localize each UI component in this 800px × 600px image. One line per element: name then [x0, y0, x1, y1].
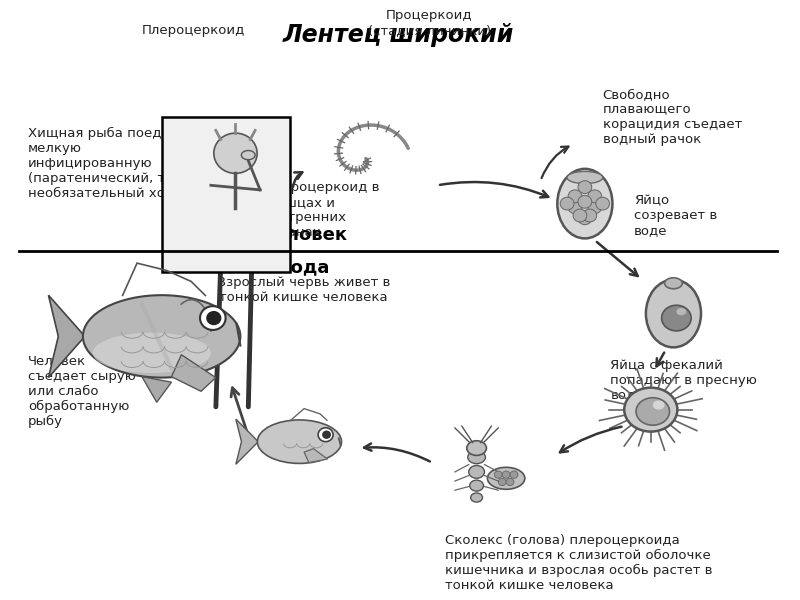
Text: Яйцо
созревает в
воде: Яйцо созревает в воде: [634, 194, 718, 237]
Ellipse shape: [558, 169, 613, 238]
Ellipse shape: [258, 420, 342, 463]
Text: Плероцеркоид: Плероцеркоид: [142, 24, 245, 37]
Text: Хищная рыба поедает
мелкую
инфицированную
(паратенический, т.е.
необязательный х: Хищная рыба поедает мелкую инфицированну…: [28, 127, 202, 200]
Text: Сколекс (голова) плероцеркоида
прикрепляется к слизистой оболочке
кишечника и вз: Сколекс (голова) плероцеркоида прикрепля…: [445, 534, 713, 592]
Circle shape: [207, 311, 221, 325]
Ellipse shape: [83, 295, 240, 377]
Circle shape: [568, 201, 582, 214]
Ellipse shape: [468, 451, 486, 464]
Text: Яйца с фекалий
попадают в пресную
воду: Яйца с фекалий попадают в пресную воду: [610, 359, 758, 402]
Ellipse shape: [624, 388, 678, 431]
Polygon shape: [236, 419, 258, 464]
Circle shape: [573, 209, 587, 222]
Polygon shape: [49, 295, 85, 377]
Ellipse shape: [242, 151, 255, 160]
Ellipse shape: [93, 333, 211, 373]
Ellipse shape: [470, 480, 483, 491]
Circle shape: [506, 478, 514, 485]
Circle shape: [323, 431, 330, 438]
Ellipse shape: [653, 400, 665, 410]
Ellipse shape: [636, 398, 670, 425]
Ellipse shape: [466, 441, 486, 455]
Circle shape: [498, 478, 506, 485]
Circle shape: [318, 428, 333, 442]
Ellipse shape: [470, 493, 482, 502]
Circle shape: [578, 212, 592, 224]
Circle shape: [560, 197, 574, 210]
FancyBboxPatch shape: [162, 116, 290, 272]
Text: Человек
съедает сырую
или слабо
обработанную
рыбу: Человек съедает сырую или слабо обработа…: [28, 355, 136, 428]
Circle shape: [588, 190, 602, 203]
Polygon shape: [304, 449, 327, 463]
Text: Вода: Вода: [277, 259, 330, 277]
Text: Процеркоид
(стадия личинки): Процеркоид (стадия личинки): [368, 9, 491, 37]
Text: Свободно
плавающего
корацидия съедает
водный рачок: Свободно плавающего корацидия съедает во…: [602, 88, 742, 146]
Ellipse shape: [665, 278, 682, 289]
Text: Взрослый червь живет в
тонкой кишке человека: Взрослый червь живет в тонкой кишке чело…: [217, 276, 390, 304]
Ellipse shape: [567, 172, 602, 184]
Circle shape: [578, 196, 592, 208]
Text: Плероцеркоид в
мышцах и
внутренних
органах: Плероцеркоид в мышцах и внутренних орган…: [264, 181, 379, 239]
Circle shape: [588, 201, 602, 214]
Circle shape: [568, 190, 582, 203]
Circle shape: [510, 471, 518, 478]
Ellipse shape: [662, 305, 691, 331]
Circle shape: [583, 209, 597, 222]
Ellipse shape: [677, 308, 686, 316]
Circle shape: [494, 471, 502, 478]
Circle shape: [596, 197, 610, 210]
Ellipse shape: [487, 467, 525, 489]
Circle shape: [200, 306, 226, 330]
Text: Человек: Человек: [259, 226, 347, 244]
Polygon shape: [142, 377, 171, 403]
Circle shape: [214, 133, 257, 173]
Text: Лентец широкий: Лентец широкий: [282, 23, 514, 47]
Circle shape: [502, 471, 510, 478]
Circle shape: [578, 181, 592, 194]
Polygon shape: [171, 355, 216, 391]
Ellipse shape: [646, 280, 701, 347]
Ellipse shape: [469, 466, 485, 478]
